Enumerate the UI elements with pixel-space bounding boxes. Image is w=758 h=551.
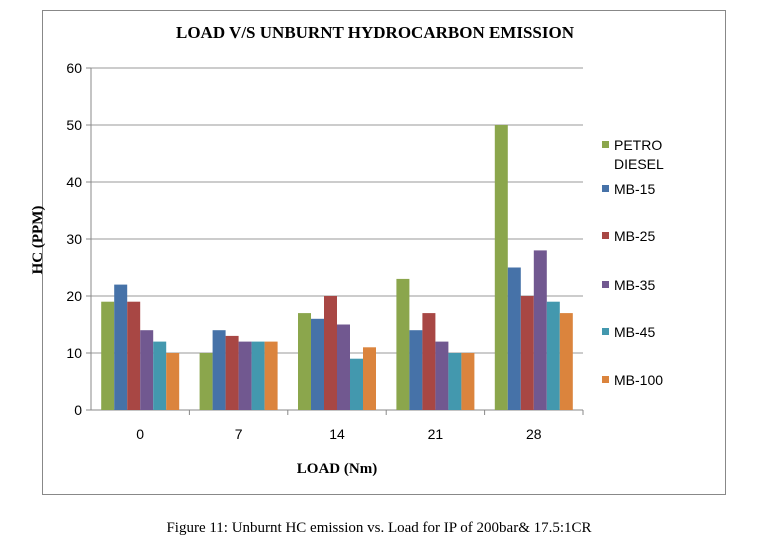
bar-mb-15 (409, 330, 423, 410)
y-tick-label: 60 (66, 60, 82, 76)
x-tick-label: 0 (136, 426, 144, 442)
x-axis-label: LOAD (Nm) (297, 461, 377, 477)
legend-swatch (602, 185, 609, 192)
bar-mb-35 (435, 341, 449, 410)
legend-swatch (602, 232, 609, 239)
bar-petro-diesel (298, 313, 311, 410)
bar-mb-15 (212, 330, 226, 410)
legend-swatch (602, 376, 609, 383)
x-tick-label: 21 (428, 426, 444, 442)
y-tick-label: 50 (66, 117, 82, 133)
bar-mb-25 (324, 296, 337, 410)
bar-mb-100 (559, 313, 573, 410)
bar-petro-diesel (199, 353, 213, 410)
y-tick-label: 20 (66, 288, 82, 304)
legend-label: MB-100 (614, 372, 663, 388)
bar-petro-diesel (101, 301, 115, 410)
bar-mb-35 (533, 250, 547, 410)
figure-caption: Figure 11: Unburnt HC emission vs. Load … (166, 520, 592, 536)
bar-mb-100 (264, 341, 278, 410)
bar-mb-100 (363, 347, 376, 410)
bar-petro-diesel (494, 125, 508, 410)
bar-mb-45 (546, 301, 560, 410)
bar-mb-100 (461, 353, 475, 410)
bar-mb-100 (166, 353, 180, 410)
bar-mb-25 (520, 296, 534, 410)
bar-mb-25 (127, 301, 141, 410)
legend-swatch (602, 328, 609, 335)
legend-label: MB-45 (614, 324, 655, 340)
chart-title: LOAD V/S UNBURNT HYDROCARBON EMISSION (176, 23, 575, 42)
bar-mb-15 (114, 284, 128, 410)
legend-label: DIESEL (614, 156, 664, 172)
x-tick-label: 14 (329, 426, 345, 442)
bar-mb-15 (311, 318, 324, 410)
x-tick-label: 7 (235, 426, 243, 442)
chart-frame (42, 10, 726, 495)
y-tick-label: 10 (66, 345, 82, 361)
bar-mb-35 (238, 341, 252, 410)
bar-mb-35 (140, 330, 154, 410)
bar-petro-diesel (396, 278, 410, 410)
y-tick-label: 0 (74, 402, 82, 418)
bar-mb-25 (225, 335, 239, 410)
legend-label: MB-15 (614, 181, 655, 197)
bar-mb-45 (153, 341, 167, 410)
legend-label: PETRO (614, 137, 662, 153)
bar-mb-45 (448, 353, 462, 410)
x-tick-label: 28 (526, 426, 542, 442)
bar-mb-25 (422, 313, 436, 410)
bar-mb-45 (350, 358, 363, 410)
legend-label: MB-25 (614, 228, 655, 244)
bar-mb-35 (337, 324, 350, 410)
bar-mb-45 (251, 341, 265, 410)
bar-mb-15 (507, 267, 521, 410)
legend-swatch (602, 141, 609, 148)
y-tick-label: 40 (66, 174, 82, 190)
legend-label: MB-35 (614, 277, 655, 293)
y-tick-label: 30 (66, 231, 82, 247)
y-axis-label: HC (PPM) (30, 206, 46, 275)
legend-swatch (602, 281, 609, 288)
